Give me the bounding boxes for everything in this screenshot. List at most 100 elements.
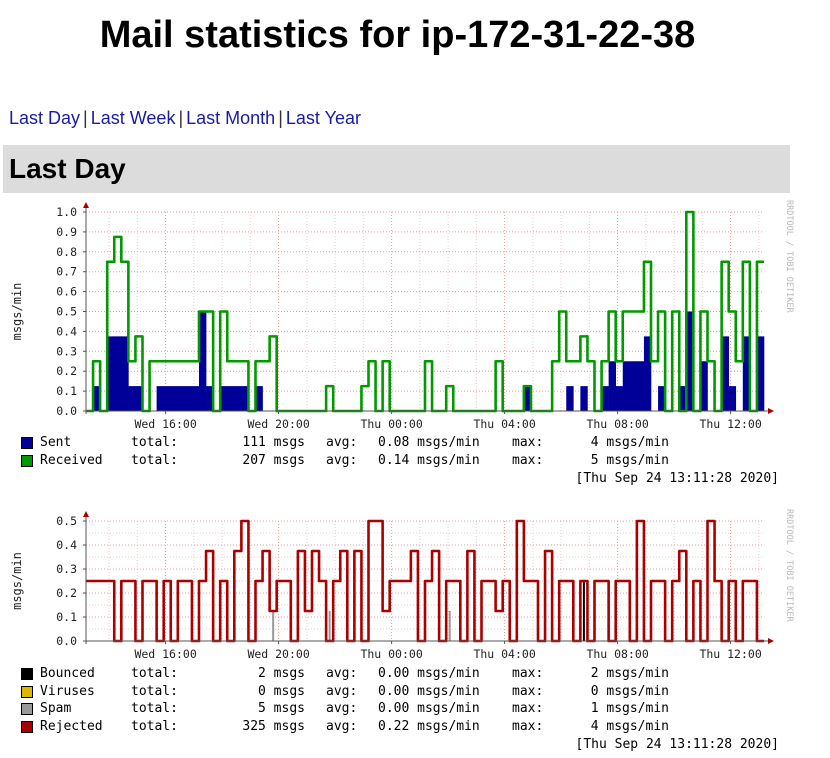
spam-bar <box>328 611 331 641</box>
sent-area-bin <box>622 361 631 411</box>
sent-area-bin <box>107 336 115 411</box>
legend-max-label: max: <box>512 435 544 450</box>
x-tick-label: Thu 00:00 <box>360 647 422 661</box>
rrdtool-watermark: RRDTOOL / TOBI OETIKER <box>784 509 794 622</box>
sent-area-bin <box>128 386 136 411</box>
graph-timestamp: [Thu Sep 24 13:11:28 2020] <box>575 737 780 752</box>
y-tick-label: 0.2 <box>56 586 77 600</box>
y-tick-label: 0.0 <box>56 404 77 418</box>
x-tick-label: Thu 12:00 <box>699 417 761 431</box>
chart-1: 0.0 0.1 0.2 0.3 0.4 0.5 0.6 0.7 0.8 0.9 1.0 Wed 16:… <box>10 200 794 431</box>
rrdtool-watermark: RRDTOOL / TOBI OETIKER <box>784 200 794 313</box>
legend-total-label: total: <box>131 719 178 735</box>
legend-total: 5 msgs <box>258 701 305 717</box>
legend-max: 2 msgs/min <box>590 666 669 681</box>
graph-timestamp: [Thu Sep 24 13:11:28 2020] <box>575 471 780 486</box>
y-tick-label: 1.0 <box>56 205 77 219</box>
legend-swatch <box>21 454 33 467</box>
link-last-month[interactable]: Last Month <box>186 108 276 128</box>
sent-area-bin <box>156 386 164 411</box>
legend-avg-label: avg: <box>326 719 358 735</box>
legend-max-label: max: <box>512 452 544 468</box>
spam-bar <box>448 611 451 641</box>
x-tick-label: Thu 08:00 <box>586 417 648 431</box>
sent-area-bin <box>679 386 687 411</box>
legend-avg-label: avg: <box>326 435 358 450</box>
legend-swatch <box>21 685 33 698</box>
x-tick-label: Wed 20:00 <box>247 417 309 431</box>
legend-total-label: total: <box>131 701 178 717</box>
sent-area-bin <box>177 386 186 411</box>
legend-total: 111 msgs <box>242 435 305 450</box>
legend-avg: 0.00 msgs/min <box>378 666 480 681</box>
legend-max-label: max: <box>512 719 544 735</box>
y-tick-label: 0.1 <box>56 384 77 398</box>
legend-max-label: max: <box>512 683 544 699</box>
legend-avg-label: avg: <box>326 701 358 717</box>
sent-area-bin <box>184 386 193 411</box>
rejected-line <box>86 519 764 643</box>
legend-avg: 0.22 msgs/min <box>378 719 480 735</box>
legend-total: 207 msgs <box>242 452 305 468</box>
x-tick-label: Thu 00:00 <box>360 417 422 431</box>
sent-area-bin <box>220 386 228 411</box>
legend-avg: 0.14 msgs/min <box>378 452 480 468</box>
sent-area-bin <box>170 386 179 411</box>
sent-area-bin <box>700 361 708 411</box>
sent-area-bin <box>135 386 143 411</box>
y-axis-label: msgs/min <box>10 283 24 341</box>
x-tick-label: Wed 16:00 <box>134 647 196 661</box>
sent-area-bin <box>523 386 532 411</box>
sent-area-bin <box>580 386 588 411</box>
section-title: Last Day <box>9 153 126 184</box>
separator: | <box>178 108 184 128</box>
sent-area-bin <box>601 386 609 411</box>
legend-total: 0 msgs <box>258 683 305 699</box>
period-nav: Last Day | Last Week | Last Month | Last Year <box>9 108 361 129</box>
y-axis-arrow-icon <box>83 511 89 517</box>
legend-avg: 0.08 msgs/min <box>378 435 480 450</box>
sent-area-bin <box>121 336 129 411</box>
sent-area-bin <box>227 386 235 411</box>
x-tick-label: Thu 04:00 <box>473 417 535 431</box>
legend-max: 5 msgs/min <box>590 452 669 468</box>
x-tick-label: Thu 04:00 <box>473 647 535 661</box>
x-tick-label: Wed 16:00 <box>134 417 196 431</box>
legend-total-label: total: <box>131 683 178 699</box>
sent-area-bin <box>241 386 249 411</box>
legend-total-label: total: <box>131 666 178 681</box>
y-tick-label: 0.3 <box>56 344 77 358</box>
y-tick-label: 0.0 <box>56 634 77 648</box>
legend-max: 4 msgs/min <box>590 435 669 450</box>
y-axis-label: msgs/min <box>10 552 24 610</box>
legend-max: 4 msgs/min <box>590 719 669 735</box>
y-tick-label: 0.5 <box>56 305 77 319</box>
sent-area-bin <box>643 336 652 411</box>
legend-avg: 0.00 msgs/min <box>378 701 480 717</box>
legend-avg-label: avg: <box>326 452 358 468</box>
link-last-day[interactable]: Last Day <box>9 108 81 128</box>
link-last-week[interactable]: Last Week <box>90 108 176 128</box>
y-tick-label: 0.3 <box>56 562 77 576</box>
x-tick-label: Thu 12:00 <box>699 647 761 661</box>
y-tick-label: 0.1 <box>56 610 77 624</box>
legend-max: 0 msgs/min <box>590 683 669 699</box>
sent-area-bin <box>93 386 101 411</box>
legend-swatch <box>21 721 33 734</box>
sent-area-bin <box>742 336 751 411</box>
legend-avg-label: avg: <box>326 666 358 681</box>
legend-avg: 0.00 msgs/min <box>378 683 480 699</box>
y-tick-label: 0.2 <box>56 364 77 378</box>
y-tick-label: 0.8 <box>56 245 77 259</box>
link-last-year[interactable]: Last Year <box>285 108 361 128</box>
legend-name: Spam <box>40 701 72 717</box>
legend-name: Rejected <box>40 719 103 735</box>
sent-area-bin <box>163 386 172 411</box>
y-tick-label: 0.4 <box>56 538 77 552</box>
y-tick-label: 0.5 <box>56 514 77 528</box>
legend-total-label: total: <box>131 435 178 450</box>
legend-max: 1 msgs/min <box>590 701 669 717</box>
sent-area-bin <box>636 361 645 411</box>
sent-area-bin <box>566 386 574 411</box>
page-title: Mail statistics for ip-172-31-22-38 <box>99 14 696 56</box>
